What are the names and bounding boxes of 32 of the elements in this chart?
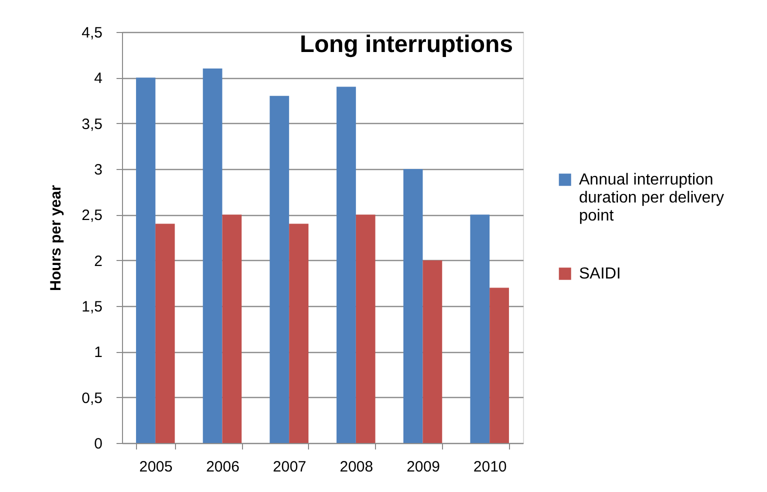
bar	[336, 86, 356, 443]
bar	[470, 214, 490, 443]
y-tick-label: 0,5	[82, 390, 102, 407]
y-tick-label: 1	[94, 344, 102, 362]
bar	[270, 96, 290, 443]
x-tick-label: 2006	[206, 458, 240, 476]
legend-label: Annual interruption duration per delivery point	[579, 172, 724, 225]
bar	[422, 260, 442, 443]
y-tick-label: 3,5	[82, 116, 102, 133]
y-axis-title: Hours per year	[48, 184, 65, 291]
chart-title: Long interruptions	[300, 31, 513, 58]
bar	[289, 224, 308, 443]
y-tick-label: 4	[94, 70, 102, 88]
legend-label: SAIDI	[579, 266, 621, 283]
x-tick-label: 2010	[473, 458, 507, 476]
y-tick-label: 4,5	[82, 24, 102, 42]
y-tick-label: 2,5	[82, 207, 102, 224]
bar	[155, 224, 175, 443]
bar	[136, 78, 156, 443]
bar	[222, 214, 242, 443]
x-tick-label: 2009	[406, 458, 440, 476]
y-tick-label: 3	[94, 162, 102, 178]
y-tick-label: 0	[94, 436, 102, 452]
y-tick-label: 1,5	[82, 298, 102, 316]
bar	[356, 214, 376, 443]
x-tick-label: 2005	[139, 458, 173, 476]
x-tick-label: 2007	[272, 458, 306, 476]
bar	[490, 288, 509, 443]
bar	[403, 169, 423, 443]
y-tick-label: 2	[94, 252, 102, 270]
x-tick-label: 2008	[340, 458, 374, 476]
bar	[202, 68, 222, 443]
